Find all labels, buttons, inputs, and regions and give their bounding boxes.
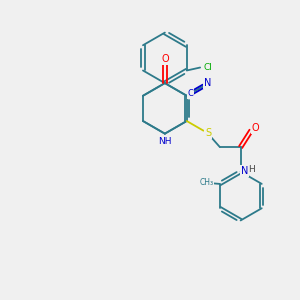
Text: H: H — [248, 165, 255, 174]
Text: CH₃: CH₃ — [200, 178, 214, 187]
Text: N: N — [204, 78, 212, 88]
Text: NH: NH — [158, 137, 172, 146]
Text: C: C — [188, 89, 194, 98]
Text: O: O — [161, 54, 169, 64]
Text: S: S — [205, 128, 211, 138]
Text: O: O — [252, 123, 259, 133]
Text: N: N — [241, 166, 248, 176]
Text: Cl: Cl — [203, 63, 212, 72]
